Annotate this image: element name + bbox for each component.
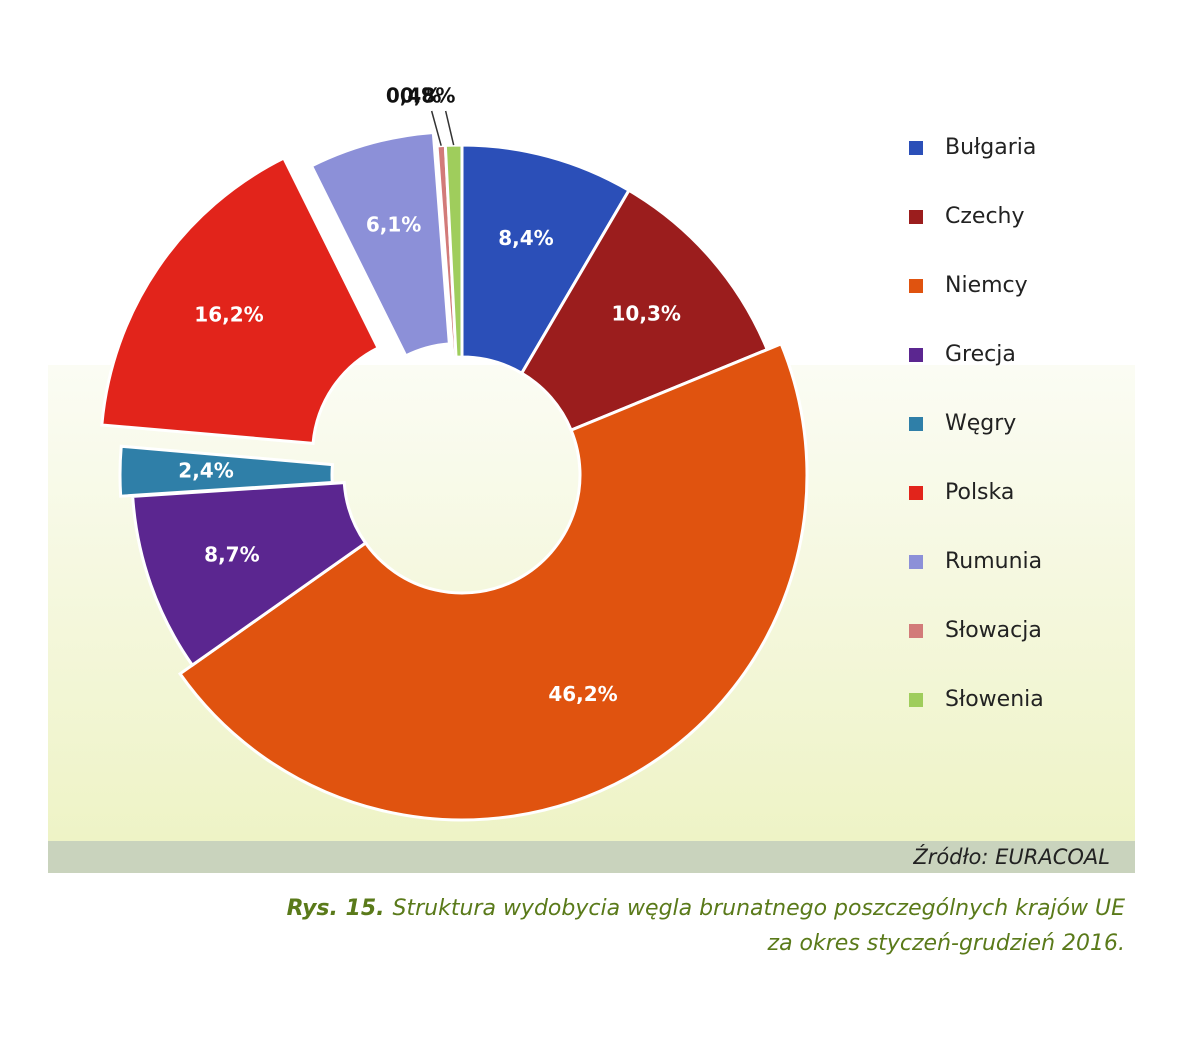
value-label: 6,1% xyxy=(366,213,421,237)
legend-swatch xyxy=(909,486,923,500)
legend-label: Słowenia xyxy=(945,687,1044,712)
leader-line xyxy=(430,110,442,146)
legend-swatch xyxy=(909,555,923,569)
value-label: 46,2% xyxy=(548,682,617,706)
legend-label: Rumunia xyxy=(945,549,1042,574)
legend-swatch xyxy=(909,210,923,224)
legend-label: Polska xyxy=(945,480,1014,505)
legend-swatch xyxy=(909,624,923,638)
value-label: 0,8% xyxy=(400,84,455,108)
caption-label: Rys. 15. xyxy=(287,896,385,921)
slice xyxy=(460,143,632,376)
plot: 8,4% 10,3% 46,2% 8,7% 2,4% 16,2% 6,1% 0,4%0,8% xyxy=(100,84,809,822)
caption-line: Struktura wydobycia węgla brunatnego pos… xyxy=(393,896,1126,921)
slice xyxy=(100,156,381,445)
legend-label: Węgry xyxy=(945,411,1016,436)
slice xyxy=(443,143,464,359)
legend-label: Grecja xyxy=(945,342,1016,367)
caption: Rys. 15. Struktura wydobycia węgla brunat… xyxy=(287,896,1126,921)
slice xyxy=(177,341,809,822)
legend-swatch xyxy=(909,348,923,362)
slice xyxy=(131,481,368,668)
legend-label: Bułgaria xyxy=(945,135,1036,160)
legend-swatch xyxy=(909,417,923,431)
slice xyxy=(519,188,770,433)
slice xyxy=(118,444,335,498)
legend-label: Czechy xyxy=(945,204,1025,229)
legend-swatch xyxy=(909,141,923,155)
value-label: 16,2% xyxy=(194,303,263,327)
legend-swatch xyxy=(909,693,923,707)
source: Źródło: EURACOAL xyxy=(912,844,1110,869)
source-band xyxy=(48,841,1135,873)
value-label: 8,4% xyxy=(498,226,553,250)
value-label: 8,7% xyxy=(204,543,259,567)
value-label: 0,4% xyxy=(386,84,441,108)
legend-label: Słowacja xyxy=(945,618,1042,643)
value-label: 2,4% xyxy=(178,459,233,483)
caption-line: za okres styczeń-grudzień 2016. xyxy=(767,931,1125,956)
slice xyxy=(309,130,451,358)
value-label: 10,3% xyxy=(612,302,681,326)
legend-swatch xyxy=(909,279,923,293)
leader-line xyxy=(444,110,455,146)
legend-label: Niemcy xyxy=(945,273,1028,298)
legend: Bułgaria Czechy Niemcy Grecja Węgry Polska Rum… xyxy=(909,135,1044,712)
